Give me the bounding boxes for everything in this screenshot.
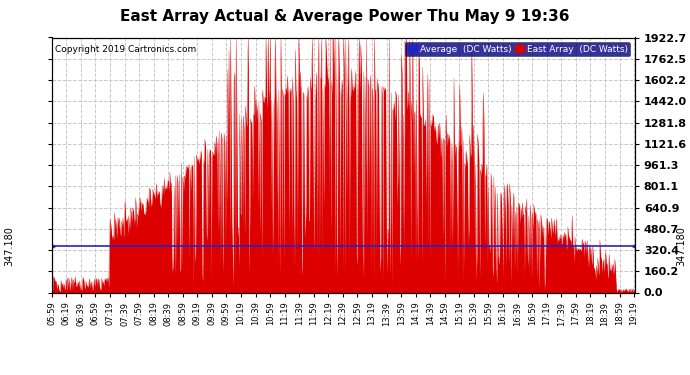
Text: 347.180: 347.180 [4,226,14,266]
Legend: Average  (DC Watts), East Array  (DC Watts): Average (DC Watts), East Array (DC Watts… [405,42,630,56]
Text: East Array Actual & Average Power Thu May 9 19:36: East Array Actual & Average Power Thu Ma… [120,9,570,24]
Text: Copyright 2019 Cartronics.com: Copyright 2019 Cartronics.com [55,45,196,54]
Text: 347.180: 347.180 [676,226,686,266]
